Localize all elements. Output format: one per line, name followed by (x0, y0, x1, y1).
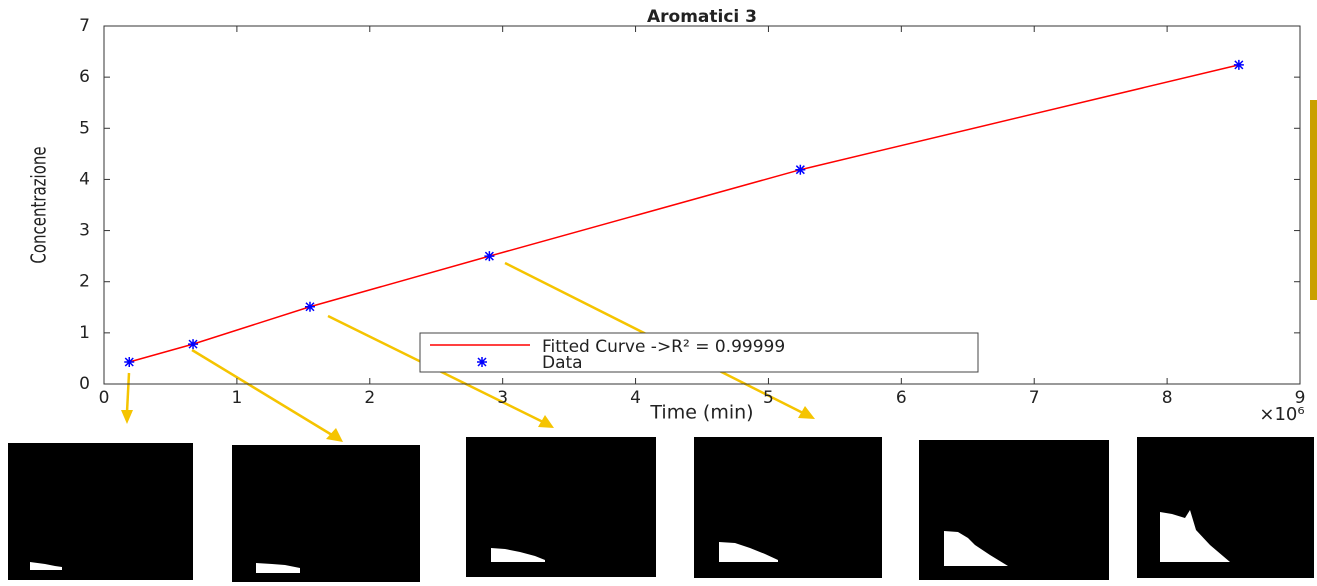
y-tick-label: 6 (79, 67, 90, 87)
axes-frame (104, 26, 1300, 384)
y-tick-label: 2 (79, 272, 90, 292)
x-tick-label: 4 (630, 388, 641, 408)
data-point (188, 339, 198, 349)
legend-marker (477, 357, 487, 367)
y-axis-label: Concentrazione (29, 146, 52, 263)
y-tick-label: 1 (79, 323, 90, 343)
legend: Fitted Curve ->R² = 0.99999 Data (420, 333, 978, 373)
y-tick-label: 4 (79, 169, 90, 189)
data-point (1234, 60, 1244, 70)
x-tick-label: 5 (763, 388, 774, 408)
y-tick-label: 3 (79, 221, 90, 241)
thumbnails (8, 437, 1314, 582)
side-bar (1310, 100, 1317, 300)
x-tick-label: 3 (497, 388, 508, 408)
x-tick-label: 7 (1029, 388, 1040, 408)
x-tick-label: 8 (1162, 388, 1173, 408)
chart-title: Aromatici 3 (647, 7, 757, 27)
figure: Aromatici 3 Time (min) Concentrazione ×1… (0, 0, 1317, 586)
fitted-line (129, 65, 1239, 362)
x-axis-label: Time (min) (649, 402, 753, 424)
x-tick-label: 9 (1295, 388, 1306, 408)
y-tick-label: 5 (79, 118, 90, 138)
x-tick-label: 6 (896, 388, 907, 408)
data-point (484, 251, 494, 261)
data-point (305, 302, 315, 312)
y-tick-label: 0 (79, 374, 90, 394)
x-tick-label: 0 (99, 388, 110, 408)
y-tick-label: 7 (79, 16, 90, 36)
x-tick-label: 1 (231, 388, 242, 408)
x-tick-label: 2 (364, 388, 375, 408)
data-point (795, 165, 805, 175)
legend-label: Data (542, 353, 583, 373)
data-point (124, 357, 134, 367)
